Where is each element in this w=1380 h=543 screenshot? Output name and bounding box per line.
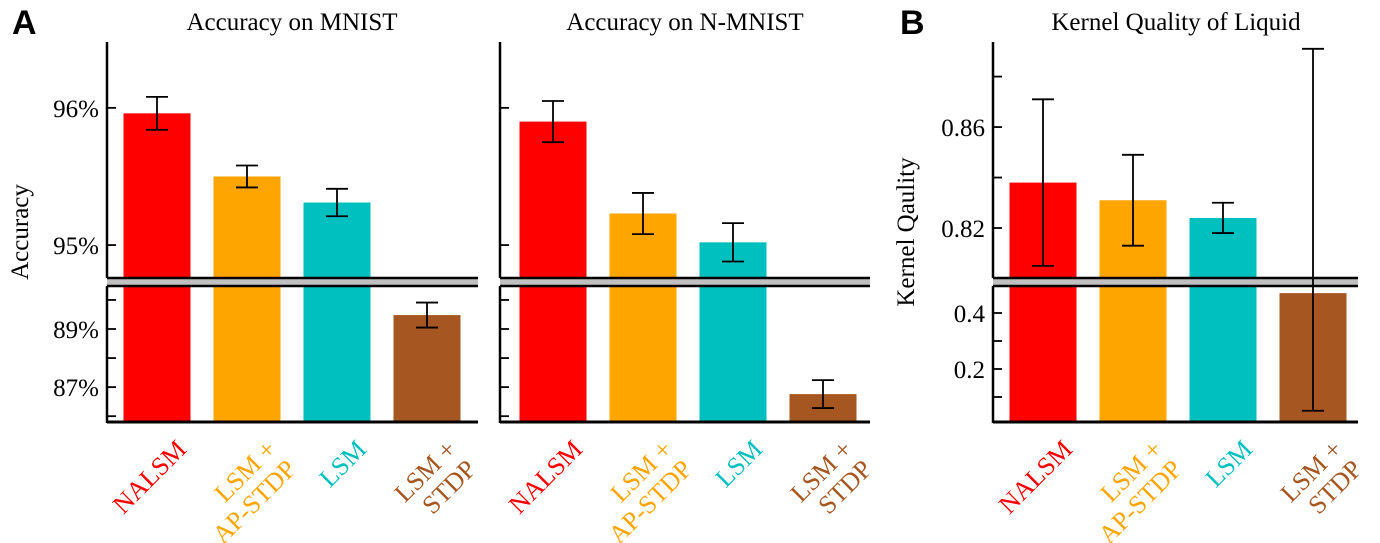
chart-title: Accuracy on N-MNIST: [566, 9, 803, 36]
x-tick-label: NALSM: [107, 434, 192, 519]
x-tick-label-line: LSM: [1200, 434, 1258, 492]
x-tick-label: LSM +AP-STDP: [1073, 434, 1188, 543]
panel-letter: B: [900, 4, 925, 42]
y-tick-label: 0.82: [941, 216, 985, 243]
panel-3: B Kernel Quality of Liquid Kernel Qaulity 0…: [893, 4, 1368, 543]
x-tick-label: NALSM: [993, 434, 1078, 519]
x-tick-label-line: LSM: [710, 434, 768, 492]
x-tick-label: LSM: [314, 434, 372, 492]
y-axis-label: Kernel Qaulity: [893, 157, 920, 307]
y-tick-label: 0.4: [954, 301, 986, 328]
y-tick-label: 87%: [53, 375, 99, 402]
bar: [123, 113, 191, 422]
x-tick-label: LSM: [1200, 434, 1258, 492]
axis-break-band: [500, 278, 870, 286]
axis-break-band: [993, 278, 1358, 286]
panel-1: A Accuracy on MNIST Accuracy 95% 96% 87% 89% NA…: [7, 4, 482, 543]
panel-2: Accuracy on N-MNIST NALSM LSM +AP-STDP LSM L…: [498, 9, 878, 543]
y-axis-label: Accuracy: [7, 184, 34, 280]
x-tick-label: LSM +AP-STDP: [583, 434, 698, 543]
x-tick-label-line: LSM: [314, 434, 372, 492]
bar: [699, 242, 767, 422]
bar: [393, 315, 461, 422]
x-tick-label: LSM: [710, 434, 768, 492]
y-tick-label: 0.86: [941, 115, 985, 142]
x-tick-label: LSM +STDP: [785, 434, 878, 527]
bar: [519, 121, 587, 423]
chart-title: Kernel Quality of Liquid: [1051, 9, 1301, 36]
bar: [303, 202, 371, 422]
axis-break-band: [107, 278, 478, 286]
x-tick-label: LSM +STDP: [389, 434, 482, 527]
x-tick-label-line: NALSM: [993, 434, 1078, 519]
bar: [1189, 217, 1257, 422]
chart-title: Accuracy on MNIST: [186, 9, 397, 36]
y-tick-label: 89%: [53, 317, 99, 344]
bar: [609, 213, 677, 422]
x-tick-label: NALSM: [503, 434, 588, 519]
x-tick-label-line: NALSM: [503, 434, 588, 519]
panel-letter: A: [12, 4, 37, 42]
y-tick-label: 95%: [53, 233, 99, 260]
x-tick-label: LSM +STDP: [1275, 434, 1368, 527]
y-tick-label: 0.2: [954, 357, 985, 384]
x-tick-label-line: NALSM: [107, 434, 192, 519]
y-tick-label: 96%: [53, 96, 99, 123]
bar: [213, 176, 281, 422]
x-tick-label: LSM +AP-STDP: [187, 434, 302, 543]
